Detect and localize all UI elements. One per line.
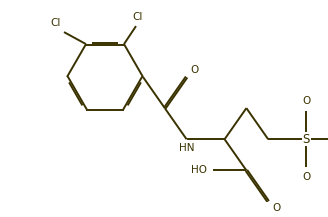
Text: O: O bbox=[272, 202, 280, 212]
Text: O: O bbox=[302, 96, 310, 106]
Text: O: O bbox=[302, 172, 310, 182]
Text: Cl: Cl bbox=[133, 12, 143, 22]
Text: HO: HO bbox=[191, 165, 207, 175]
Text: O: O bbox=[191, 65, 199, 75]
Text: S: S bbox=[302, 133, 310, 146]
Text: HN: HN bbox=[179, 143, 195, 153]
Text: Cl: Cl bbox=[51, 18, 61, 28]
